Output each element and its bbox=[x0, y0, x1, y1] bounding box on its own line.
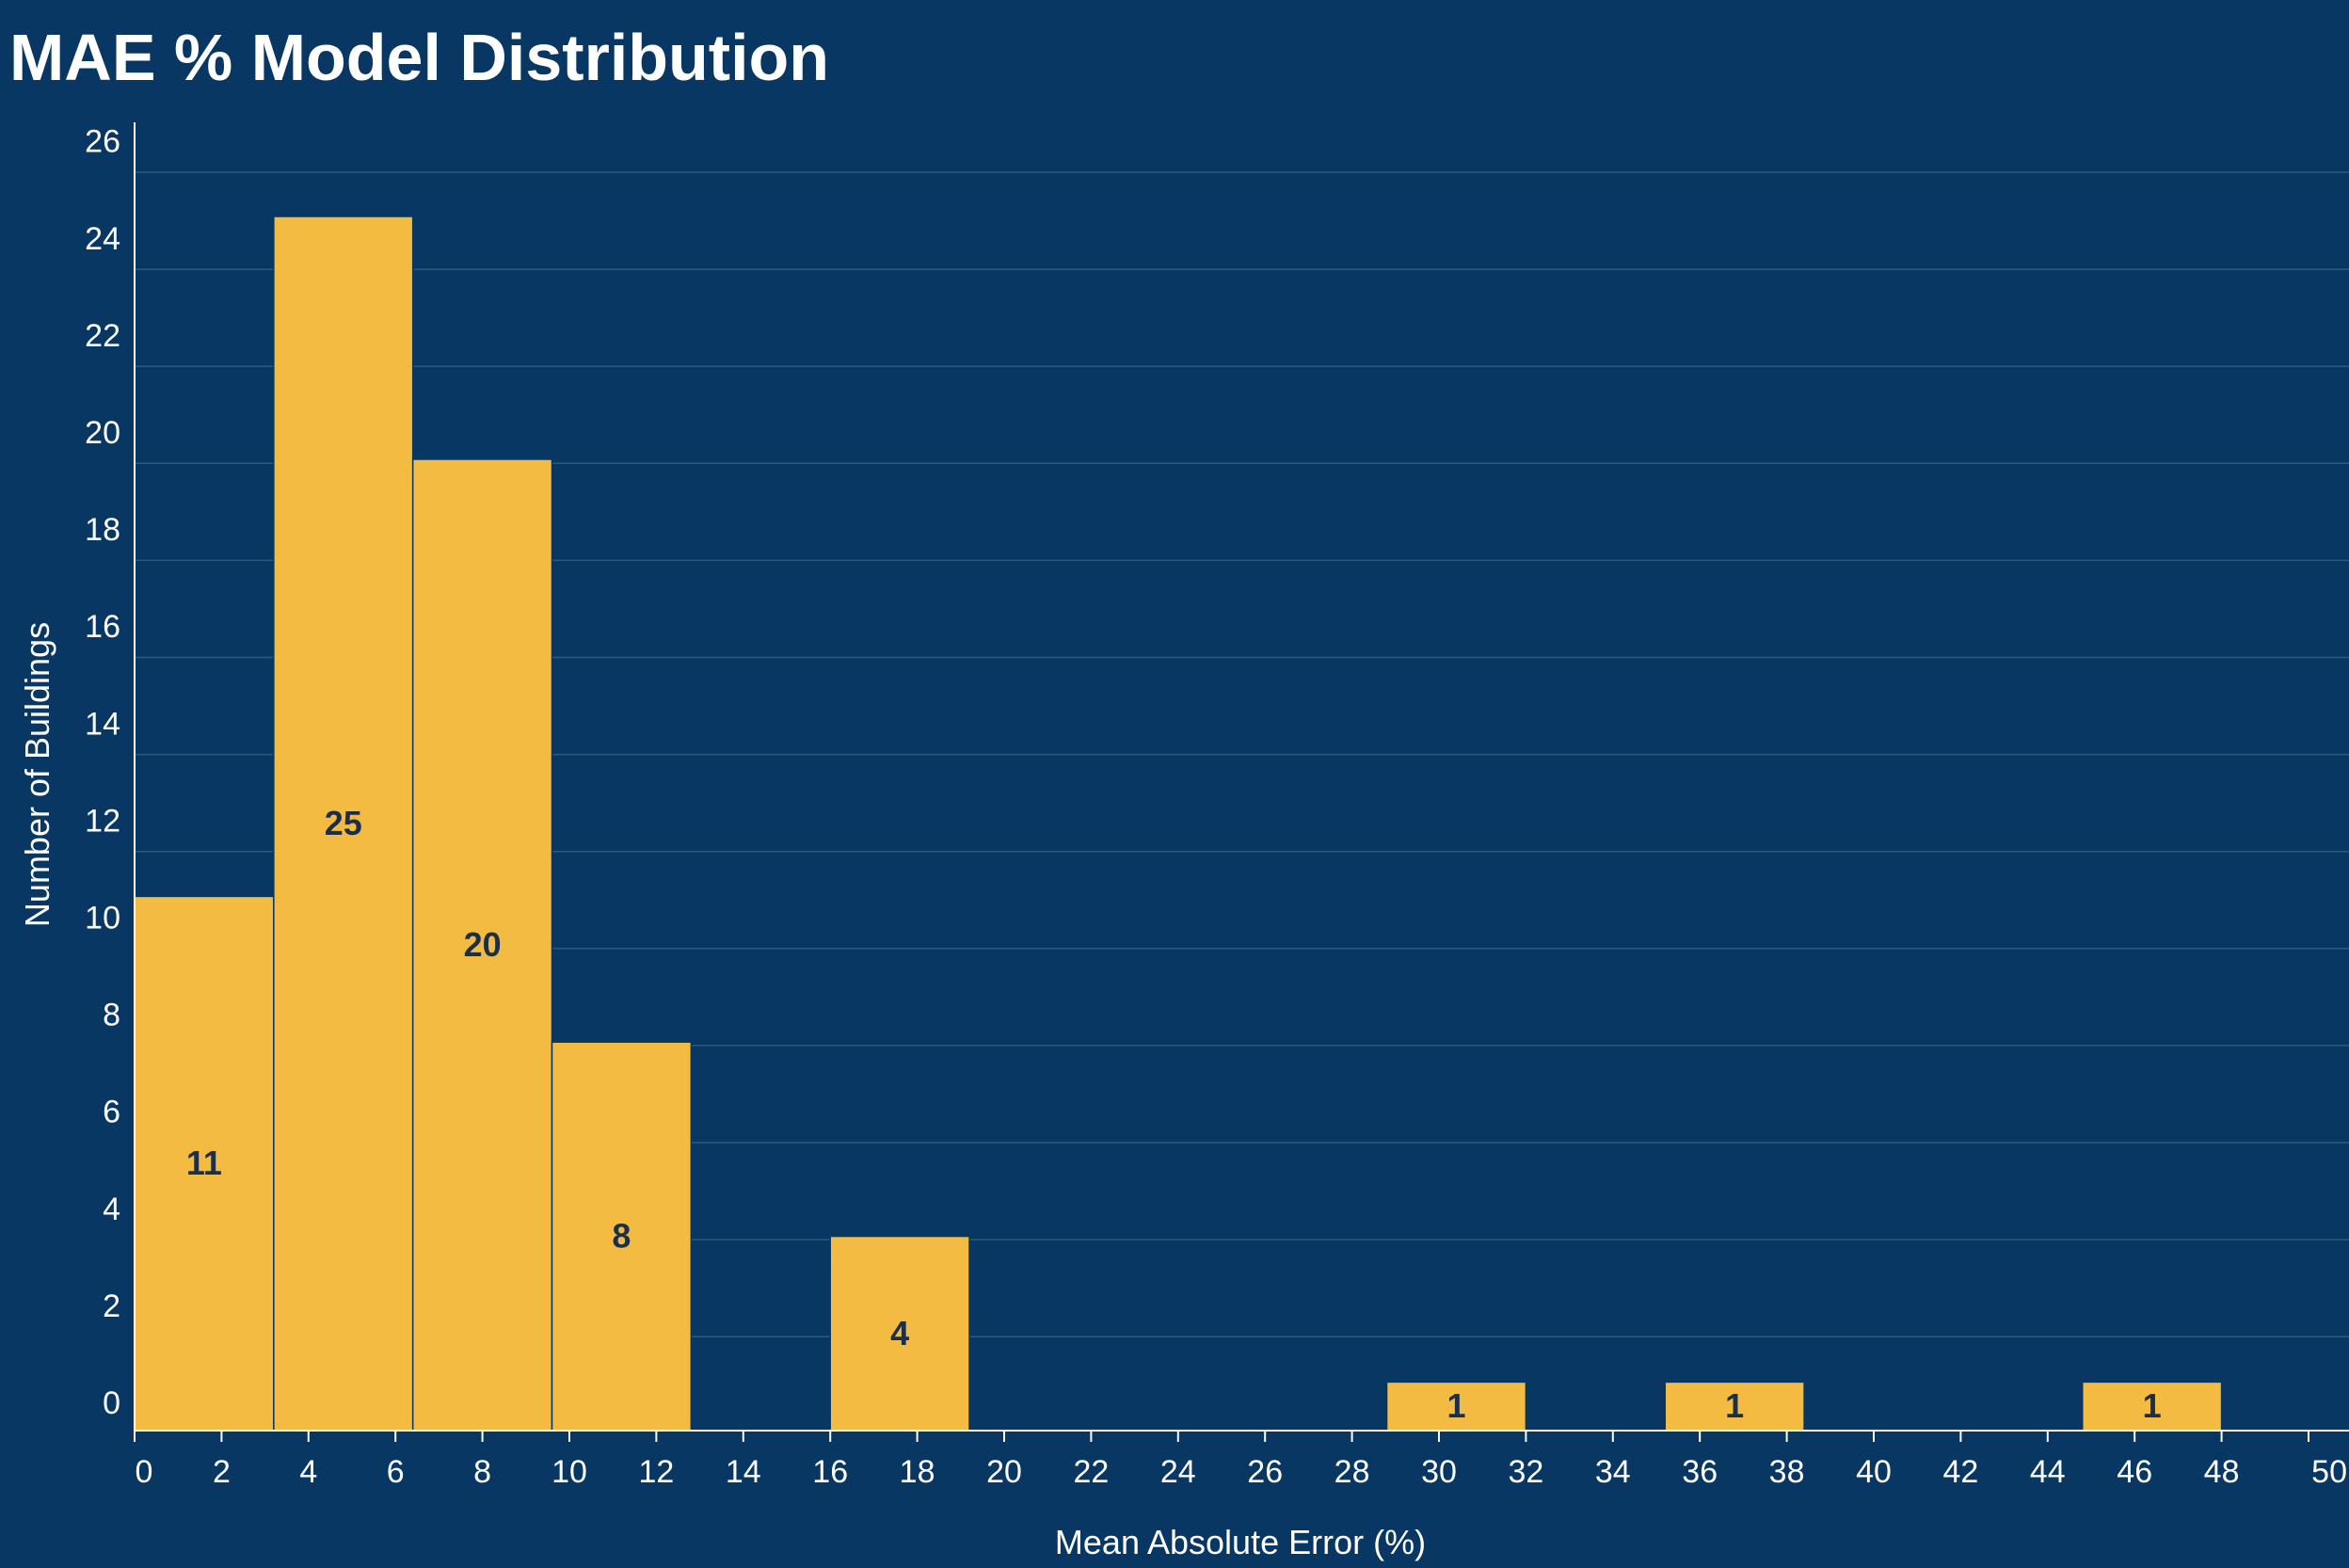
chart-title: MAE % Model Distribution bbox=[9, 21, 829, 94]
bar-label-7: 1 bbox=[2143, 1386, 2162, 1425]
bar-label-4: 4 bbox=[890, 1314, 909, 1352]
bar-2 bbox=[411, 458, 553, 1432]
y-tick-2: 2 bbox=[103, 1288, 120, 1324]
x-tick-16: 16 bbox=[812, 1454, 848, 1490]
y-tick-16: 16 bbox=[85, 609, 120, 645]
bar-label-1: 25 bbox=[325, 804, 362, 842]
bar-7 bbox=[2082, 1381, 2223, 1432]
x-tick-34: 34 bbox=[1595, 1454, 1631, 1490]
y-tick-4: 4 bbox=[103, 1192, 120, 1227]
y-tick-14: 14 bbox=[85, 706, 120, 742]
y-tick-0: 0 bbox=[103, 1385, 120, 1421]
x-tick-26: 26 bbox=[1247, 1454, 1283, 1490]
bar-label-3: 8 bbox=[612, 1217, 631, 1256]
x-tick-40: 40 bbox=[1856, 1454, 1892, 1490]
y-tick-24: 24 bbox=[85, 221, 120, 257]
x-tick-46: 46 bbox=[2117, 1454, 2152, 1490]
bar-0 bbox=[134, 895, 275, 1432]
x-tick-4: 4 bbox=[299, 1454, 317, 1490]
y-tick-10: 10 bbox=[85, 901, 120, 936]
y-tick-6: 6 bbox=[103, 1095, 120, 1130]
x-tick-44: 44 bbox=[2030, 1454, 2066, 1490]
bar-label-6: 1 bbox=[1725, 1386, 1744, 1425]
bar-1 bbox=[273, 216, 414, 1432]
y-tick-12: 12 bbox=[85, 803, 120, 839]
x-tick-8: 8 bbox=[473, 1454, 491, 1490]
x-axis-title: Mean Absolute Error (%) bbox=[1055, 1523, 1426, 1561]
bar-6 bbox=[1664, 1381, 1805, 1432]
x-tick-50: 50 bbox=[2311, 1454, 2347, 1490]
x-tick-22: 22 bbox=[1073, 1454, 1109, 1490]
x-tick-12: 12 bbox=[638, 1454, 674, 1490]
x-axis-ticks: 0 2 4 6 8 10 12 14 16 18 20 22 24 26 28 30 32 34 36 38 40 42 4… bbox=[134, 1431, 2347, 1490]
y-tick-22: 22 bbox=[85, 318, 120, 354]
x-tick-18: 18 bbox=[900, 1454, 935, 1490]
x-tick-2: 2 bbox=[213, 1454, 231, 1490]
x-tick-42: 42 bbox=[1942, 1454, 1978, 1490]
y-tick-26: 26 bbox=[85, 124, 120, 160]
x-tick-28: 28 bbox=[1334, 1454, 1370, 1490]
bars bbox=[134, 216, 2223, 1432]
x-tick-32: 32 bbox=[1508, 1454, 1543, 1490]
bar-3 bbox=[551, 1041, 693, 1432]
x-tick-38: 38 bbox=[1769, 1454, 1805, 1490]
x-tick-30: 30 bbox=[1421, 1454, 1457, 1490]
bar-label-0: 11 bbox=[186, 1144, 222, 1182]
bar-label-2: 20 bbox=[464, 925, 502, 964]
x-tick-6: 6 bbox=[387, 1454, 405, 1490]
x-tick-24: 24 bbox=[1160, 1454, 1196, 1490]
y-tick-8: 8 bbox=[103, 998, 120, 1033]
y-axis-title: Number of Buildings bbox=[18, 622, 56, 927]
bar-4 bbox=[829, 1235, 970, 1432]
x-tick-14: 14 bbox=[726, 1454, 761, 1490]
x-tick-20: 20 bbox=[986, 1454, 1022, 1490]
x-tick-10: 10 bbox=[551, 1454, 587, 1490]
x-tick-0: 0 bbox=[136, 1454, 153, 1490]
y-tick-18: 18 bbox=[85, 512, 120, 548]
x-tick-36: 36 bbox=[1682, 1454, 1718, 1490]
y-tick-20: 20 bbox=[85, 415, 120, 451]
x-tick-48: 48 bbox=[2204, 1454, 2240, 1490]
bar-label-5: 1 bbox=[1446, 1386, 1465, 1425]
